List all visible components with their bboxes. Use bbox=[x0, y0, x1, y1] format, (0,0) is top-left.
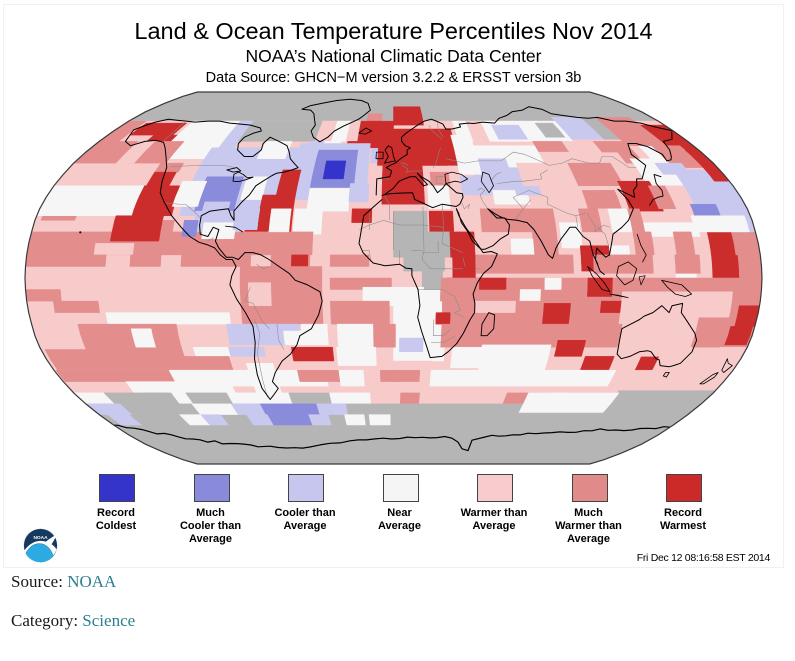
svg-text:NOAA: NOAA bbox=[33, 535, 48, 541]
